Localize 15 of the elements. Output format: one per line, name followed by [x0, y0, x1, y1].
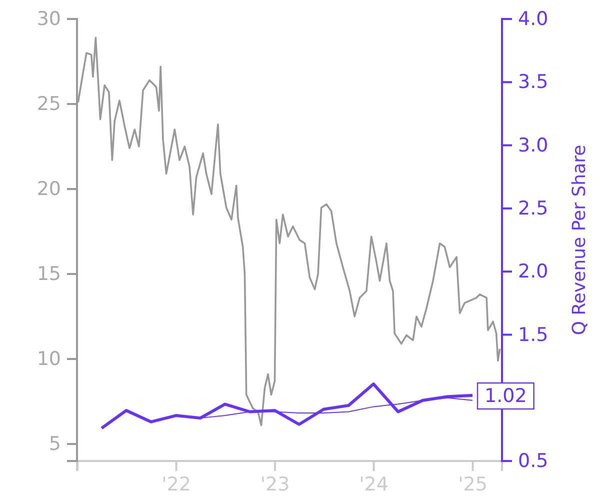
y2-tick-label: 1.5 [518, 324, 548, 346]
y-tick-label: 15 [36, 263, 61, 286]
y2-tick-label: 0.5 [518, 450, 548, 472]
y2-tick-label: 2.0 [518, 260, 548, 283]
y2-tick-label: 2.5 [518, 198, 548, 220]
y2-tick-label: 3.0 [518, 134, 548, 156]
y-tick-label: 20 [36, 178, 61, 200]
data-label: 1.02 [484, 384, 527, 407]
y-tick-label: 5 [48, 433, 61, 456]
y-tick-label: 25 [36, 93, 61, 116]
y-tick-label: 10 [36, 348, 61, 370]
y2-axis-title: Q Revenue Per Share [569, 144, 590, 336]
y2-tick-label: 4.0 [518, 8, 548, 30]
y2-tick-label: 3.5 [518, 71, 548, 94]
y-tick-label: 30 [36, 8, 61, 30]
